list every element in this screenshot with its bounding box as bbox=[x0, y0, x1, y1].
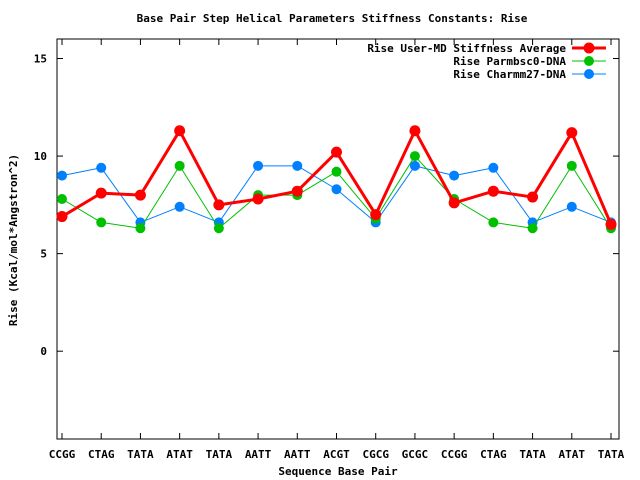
data-point bbox=[527, 191, 539, 203]
data-point bbox=[409, 125, 421, 137]
data-point bbox=[566, 160, 577, 171]
data-point bbox=[488, 162, 499, 173]
data-point bbox=[56, 211, 68, 223]
y-axis-label: Rise (Kcal/mol*Angstron^2) bbox=[7, 154, 20, 326]
data-point bbox=[331, 166, 342, 177]
legend-item-3: Rise Charmm27-DNA bbox=[453, 68, 606, 81]
data-point bbox=[57, 170, 67, 181]
data-point bbox=[409, 151, 420, 162]
y-tick-label: 0 bbox=[40, 345, 47, 358]
x-tick-label: AATT bbox=[284, 448, 311, 461]
y-tick-label: 15 bbox=[34, 53, 47, 66]
x-tick-label: TATA bbox=[127, 448, 154, 461]
data-point bbox=[566, 127, 578, 139]
data-point bbox=[135, 223, 146, 234]
data-point bbox=[174, 125, 186, 137]
data-point bbox=[488, 217, 499, 228]
x-tick-label: CCGG bbox=[441, 448, 468, 461]
data-point bbox=[448, 197, 460, 209]
x-axis-ticks: CCGG CTAG TATA ATAT TATA AATT AATT ACGT CGCG GCGC… bbox=[49, 39, 625, 461]
data-point bbox=[95, 187, 107, 199]
x-tick-label: ACGT bbox=[323, 448, 350, 461]
x-tick-label: TATA bbox=[519, 448, 546, 461]
data-point bbox=[409, 160, 420, 171]
x-tick-label: CCGG bbox=[49, 448, 76, 461]
series-layer bbox=[56, 125, 617, 234]
data-point bbox=[96, 162, 107, 173]
data-point bbox=[291, 185, 303, 197]
x-tick-label: ATAT bbox=[166, 448, 193, 461]
data-point bbox=[527, 223, 538, 234]
data-point bbox=[331, 184, 342, 195]
y-axis-ticks: 0 5 10 15 bbox=[34, 53, 619, 358]
x-axis-label: Sequence Base Pair bbox=[278, 465, 398, 478]
chart-title: Base Pair Step Helical Parameters Stiffn… bbox=[137, 12, 528, 25]
data-point bbox=[487, 185, 499, 197]
x-tick-label: AATT bbox=[245, 448, 272, 461]
x-tick-label: CTAG bbox=[88, 448, 115, 461]
legend-item-1: Rise User-MD Stiffness Average bbox=[367, 42, 606, 55]
x-tick-label: TATA bbox=[206, 448, 233, 461]
legend-swatch-marker bbox=[584, 56, 594, 66]
x-tick-label: TATA bbox=[598, 448, 625, 461]
data-point bbox=[57, 194, 67, 204]
legend-label: Rise User-MD Stiffness Average bbox=[367, 42, 566, 55]
data-point bbox=[331, 146, 342, 158]
data-point bbox=[134, 189, 146, 201]
legend-swatch-marker bbox=[583, 42, 595, 54]
y-tick-label: 10 bbox=[34, 150, 47, 163]
data-point bbox=[449, 170, 460, 181]
plot-area-frame bbox=[56, 38, 620, 440]
data-point bbox=[370, 209, 382, 221]
data-point bbox=[174, 160, 185, 171]
series-1 bbox=[56, 125, 617, 230]
data-point bbox=[605, 218, 617, 230]
data-point bbox=[252, 193, 264, 205]
x-tick-label: CTAG bbox=[480, 448, 507, 461]
y-tick-label: 5 bbox=[40, 248, 47, 261]
data-point bbox=[96, 217, 107, 228]
data-point bbox=[566, 201, 577, 212]
data-point bbox=[213, 199, 225, 211]
series-line bbox=[61, 129, 613, 225]
data-point bbox=[292, 160, 303, 171]
data-point bbox=[174, 201, 185, 212]
x-tick-label: ATAT bbox=[559, 448, 586, 461]
x-tick-label: CGCG bbox=[362, 448, 389, 461]
legend-swatch-marker bbox=[584, 69, 594, 79]
legend-label: Rise Parmbsc0-DNA bbox=[453, 55, 566, 68]
legend-item-2: Rise Parmbsc0-DNA bbox=[453, 55, 606, 68]
legend-label: Rise Charmm27-DNA bbox=[453, 68, 566, 81]
x-tick-label: GCGC bbox=[402, 448, 429, 461]
data-point bbox=[253, 160, 264, 171]
data-point bbox=[213, 223, 224, 234]
